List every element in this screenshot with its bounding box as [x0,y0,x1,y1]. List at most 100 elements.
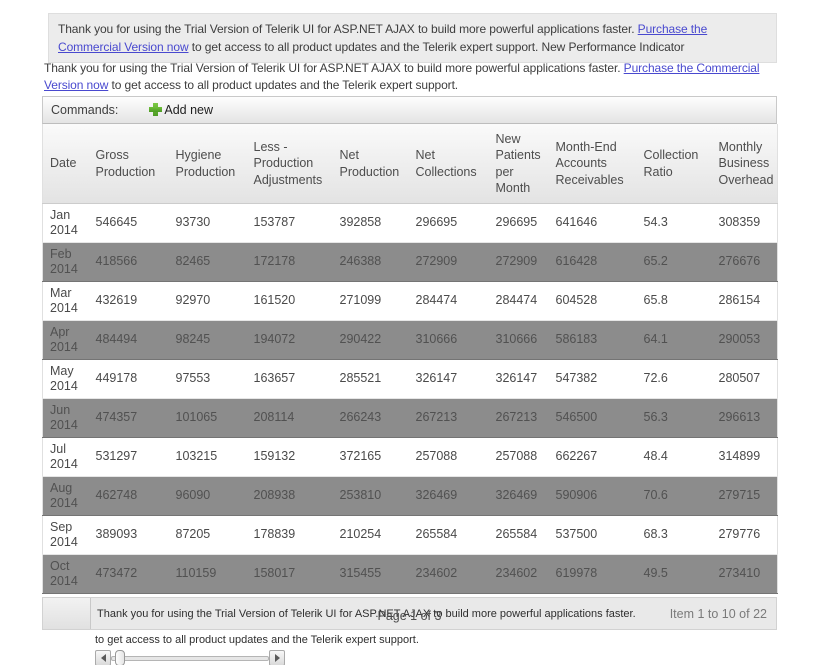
data-cell: 246388 [339,254,382,269]
table-row[interactable]: Aug 2014 462748 96090 208938 253810 326469 326… [42,476,778,516]
data-cell: 93730 [175,215,211,230]
data-cell: 153787 [253,215,296,230]
date-cell: May 2014 [50,363,78,394]
column-header-month-end-accounts-receivables[interactable]: Month-End Accounts Receivables [548,123,637,205]
data-cell: 296613 [718,410,761,425]
data-cell: 48.4 [643,449,668,464]
commands-label: Commands: [51,102,119,117]
data-cell: 284474 [415,293,458,308]
date-cell: Aug 2014 [50,480,78,511]
data-cell: 92970 [175,293,211,308]
trial-banner-grid: Thank you for using the Trial Version of… [42,59,777,96]
data-cell: 326469 [495,488,538,503]
data-cell: 82465 [175,254,211,269]
table-row[interactable]: Oct 2014 473472 110159 158017 315455 234602 23… [42,554,778,594]
data-cell: 194072 [253,332,296,347]
column-header-net-collections[interactable]: Net Collections [408,123,489,205]
right-arrow-icon [274,653,280,662]
data-cell: 97553 [175,371,211,386]
column-header-less-production-adjustments[interactable]: Less - Production Adjustments [246,123,333,205]
data-cell: 279715 [718,488,761,503]
data-cell: 284474 [495,293,538,308]
commands-bar: Commands: Add new [42,95,777,124]
data-cell: 372165 [339,449,382,464]
item-status: Item 1 to 10 of 22 [669,606,767,621]
column-header-monthly-business-overhead[interactable]: Monthly Business Overhead [711,123,778,205]
data-cell: 272909 [495,254,538,269]
date-cell: Apr 2014 [50,324,78,355]
data-cell: 159132 [253,449,296,464]
data-cell: 178839 [253,527,296,542]
data-cell: 586183 [555,332,598,347]
column-header-hygiene-production[interactable]: Hygiene Production [168,123,247,205]
rad-grid: Thank you for using the Trial Version of… [42,59,778,665]
data-cell: 253810 [339,488,382,503]
add-new-button[interactable]: Add new [148,102,213,117]
data-grid-table: Date Gross Production Hygiene Production Le… [42,123,778,595]
data-cell: 315455 [339,566,382,581]
slider-left-button[interactable] [95,649,111,665]
plus-icon [148,102,163,117]
table-row[interactable]: May 2014 449178 97553 163657 285521 326147 326… [42,359,778,399]
data-cell: 234602 [415,566,458,581]
purchase-link[interactable]: Purchase the Commercial Version now [44,61,760,93]
data-cell: 273410 [718,566,761,581]
slider-thumb[interactable] [115,649,125,665]
table-row[interactable]: Jan 2014 546645 93730 153787 392858 296695 296… [42,203,778,243]
data-cell: 290053 [718,332,761,347]
column-header-net-production[interactable]: Net Production [332,123,409,205]
data-cell: 257088 [495,449,538,464]
table-row[interactable]: Feb 2014 418566 82465 172178 246388 272909 272… [42,242,778,282]
data-cell: 546645 [95,215,138,230]
data-cell: 285521 [339,371,382,386]
table-row[interactable]: Apr 2014 484494 98245 194072 290422 310666 310… [42,320,778,360]
data-cell: 163657 [253,371,296,386]
date-cell: Jan 2014 [50,207,78,238]
data-cell: 449178 [95,371,138,386]
column-header-gross-production[interactable]: Gross Production [88,123,169,205]
data-cell: 616428 [555,254,598,269]
data-cell: 641646 [555,215,598,230]
data-cell: 296695 [415,215,458,230]
data-cell: 158017 [253,566,296,581]
data-cell: 389093 [95,527,138,542]
page-status: Page 1 of 3 [377,609,442,624]
purchase-link[interactable]: Purchase the Commercial Version now [58,22,708,54]
date-cell: Mar 2014 [50,285,78,316]
data-cell: 208114 [253,410,295,425]
data-cell: 72.6 [643,371,668,386]
date-cell: Feb 2014 [50,246,78,277]
date-cell: Sep 2014 [50,519,78,550]
column-header-new-patients-per-month[interactable]: New Patients per Month [488,123,549,205]
data-cell: 604528 [555,293,598,308]
data-cell: 546500 [555,410,598,425]
data-cell: 271099 [339,293,382,308]
data-cell: 296695 [495,215,538,230]
data-cell: 619978 [555,566,598,581]
data-cell: 314899 [718,449,761,464]
data-cell: 547382 [555,371,598,386]
table-row[interactable]: Sep 2014 389093 87205 178839 210254 265584 265… [42,515,778,555]
slider-right-button[interactable] [269,649,285,665]
data-cell: 210254 [339,527,382,542]
data-cell: 286154 [718,293,761,308]
column-header-date[interactable]: Date [42,123,89,205]
left-arrow-icon [100,653,106,662]
data-cell: 473472 [95,566,138,581]
table-row[interactable]: Jun 2014 474357 101065 208114 266243 267213 26… [42,398,778,438]
pager-bar: Thank you for using the Trial Version of… [42,597,777,631]
data-cell: 64.1 [643,332,668,347]
table-row[interactable]: Mar 2014 432619 92970 161520 271099 284474 284… [42,281,778,321]
data-cell: 662267 [555,449,598,464]
slider-track[interactable] [111,649,269,665]
data-cell: 310666 [415,332,458,347]
column-header-collection-ratio[interactable]: Collection Ratio [636,123,712,205]
data-cell: 56.3 [643,410,668,425]
date-cell: Oct 2014 [50,558,78,589]
data-cell: 267213 [495,410,538,425]
data-cell: 484494 [95,332,138,347]
table-row[interactable]: Jul 2014 531297 103215 159132 372165 257088 25… [42,437,778,477]
data-cell: 265584 [415,527,458,542]
page-slider[interactable] [95,649,777,665]
